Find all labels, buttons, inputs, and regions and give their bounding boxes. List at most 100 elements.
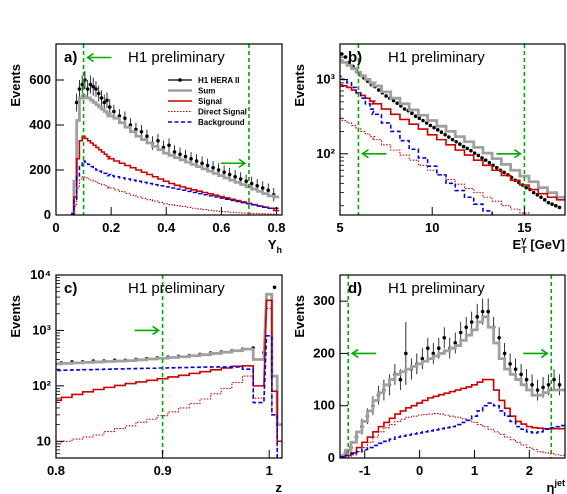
data-point [398, 377, 403, 382]
data-point [497, 335, 501, 340]
legend-label: Direct Signal [198, 108, 247, 117]
plot-frame [339, 274, 566, 459]
x-tick-label: 0.2 [102, 220, 120, 235]
data-point [454, 139, 458, 144]
data-point [436, 346, 441, 351]
panel-d: 0 100 200 300 -1 0 1 2 d) H1 preliminary Events ηje… [292, 274, 566, 494]
data-point [431, 351, 436, 356]
data-point [420, 356, 425, 361]
data-point [461, 144, 466, 149]
panel-title: H1 preliminary [128, 280, 225, 297]
y-tick-label: 100 [313, 398, 335, 413]
minor-ticks [340, 43, 344, 207]
data-point [194, 159, 199, 163]
data-point [435, 128, 440, 132]
data-point [502, 170, 506, 175]
y-tick-label: 10⁴ [30, 267, 51, 282]
data-point [238, 177, 243, 181]
legend-entry: Signal [168, 97, 222, 106]
cut-arrow [361, 149, 387, 159]
y-tick-label: 300 [313, 293, 335, 308]
data-point [557, 205, 562, 210]
series-signal [56, 299, 282, 443]
data-point [99, 96, 104, 100]
data-point [458, 330, 463, 335]
y-tick-label: 10 [37, 433, 51, 448]
data-point [347, 60, 352, 65]
data-point [260, 186, 265, 190]
data-point [530, 383, 534, 387]
legend-marker [178, 78, 182, 82]
series-direct-signal [340, 117, 539, 215]
data-point [343, 55, 348, 59]
data-point [189, 156, 193, 161]
data-point [524, 377, 529, 382]
data-point [244, 179, 248, 184]
y-tick-label: 0 [44, 207, 51, 222]
data-point [550, 202, 554, 206]
data-point [552, 377, 556, 382]
data-point [88, 82, 93, 87]
data-point [112, 109, 116, 114]
series-sum [71, 94, 280, 215]
data-point [272, 285, 277, 290]
data-point [91, 84, 96, 89]
x-tick-label: 0 [416, 463, 423, 478]
data-point [557, 383, 562, 387]
data-point [428, 123, 433, 128]
data-point [376, 88, 381, 92]
x-tick-label: 0.4 [157, 220, 176, 235]
data-point [266, 188, 271, 193]
data-point [417, 116, 422, 121]
data-point [426, 346, 430, 351]
x-tick-label: 1 [471, 463, 478, 478]
data-point [77, 87, 82, 91]
series-sum [56, 292, 282, 427]
data-point [475, 315, 479, 319]
x-tick-label: 0.9 [154, 463, 172, 478]
data-point [156, 138, 160, 143]
data-point [410, 111, 414, 116]
y-axis-label: Events [292, 295, 307, 338]
data-point [535, 388, 540, 392]
data-point [542, 198, 547, 202]
data-point [472, 151, 477, 155]
data-point [469, 320, 474, 324]
data-point [508, 362, 512, 366]
x-tick-label: 0 [52, 220, 59, 235]
cut-arrow [86, 52, 112, 63]
series-signal [71, 135, 280, 215]
data-point [513, 367, 518, 371]
legend-label: Signal [198, 97, 222, 106]
legend-label: H1 HERA II [198, 76, 240, 85]
data-point [424, 121, 429, 125]
data-point [442, 335, 447, 340]
panel-label: b) [348, 49, 362, 66]
series-background [340, 402, 565, 458]
y-tick-label: 200 [29, 162, 51, 177]
x-axis-label: ηjet [547, 478, 565, 494]
data-point [502, 351, 507, 356]
plot-area [71, 71, 280, 215]
data-point [541, 385, 545, 390]
data-point [205, 163, 210, 168]
x-axis-label: Eγ T [GeV] [513, 235, 565, 255]
panel-b: 10² 10³ 5 10 15 b) H1 preliminary Events Eγ T [Ge… [292, 43, 566, 255]
data-point [450, 137, 455, 142]
data-point [96, 91, 101, 96]
data-point [494, 165, 499, 170]
x-tick-label: 5 [336, 220, 343, 235]
y-tick-label: 10² [32, 378, 51, 393]
minor-ticks [56, 277, 60, 459]
data-point [546, 200, 551, 205]
data-point [145, 134, 149, 139]
data-point [200, 161, 204, 166]
panel-title: H1 preliminary [128, 49, 225, 66]
plot-area [340, 52, 565, 215]
y-axis-label: Events [292, 64, 307, 107]
data-point [74, 100, 79, 105]
data-point [443, 133, 447, 137]
plot-frame [339, 43, 566, 216]
data-point [476, 153, 481, 158]
